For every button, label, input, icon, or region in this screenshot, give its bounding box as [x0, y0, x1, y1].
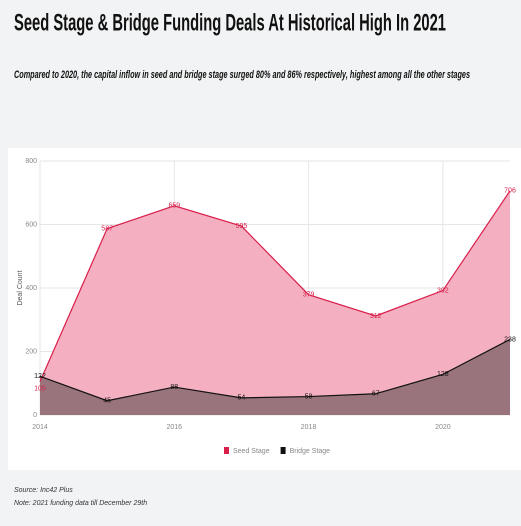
chart-title: Seed Stage & Bridge Funding Deals At His… [14, 9, 446, 36]
area [40, 339, 510, 415]
value-label: 392 [437, 287, 449, 294]
value-label: 238 [504, 336, 516, 343]
line [39, 338, 511, 402]
area [40, 190, 510, 415]
value-label: 128 [437, 371, 449, 378]
value-label: 88 [170, 384, 178, 391]
legend-label: Bridge Stage [290, 448, 331, 455]
y-tick-label: 600 [25, 221, 37, 228]
x-tick-label: 2018 [301, 424, 317, 431]
y-tick-label: 200 [25, 348, 37, 355]
line [39, 190, 511, 382]
note: Note: 2021 funding data till December 29… [14, 500, 147, 507]
value-label: 587 [101, 225, 113, 232]
value-label: 706 [504, 188, 516, 195]
x-tick-label: 2020 [435, 424, 451, 431]
y-axis-label: Deal Count [17, 270, 24, 305]
value-label: 659 [168, 203, 180, 210]
value-label: 58 [305, 393, 313, 400]
y-tick-label: 400 [25, 285, 37, 292]
value-label: 54 [238, 395, 246, 402]
value-label: 45 [103, 398, 111, 405]
source: Source: Inc42 Plus [14, 487, 73, 494]
value-label: 379 [303, 292, 315, 299]
value-label: 312 [370, 313, 382, 320]
legend-label: Seed Stage [233, 448, 270, 455]
x-tick-label: 2014 [32, 424, 48, 431]
value-label: 595 [236, 223, 248, 230]
value-label: 105 [34, 386, 46, 393]
legend-swatch [280, 447, 286, 454]
y-tick-label: 800 [25, 158, 37, 165]
value-label: 122 [34, 373, 46, 380]
chart-subtitle: Compared to 2020, the capital inflow in … [14, 69, 470, 81]
value-label: 67 [372, 391, 380, 398]
y-tick-label: 0 [33, 412, 37, 419]
legend-swatch [224, 447, 229, 454]
x-tick-label: 2016 [166, 424, 182, 431]
